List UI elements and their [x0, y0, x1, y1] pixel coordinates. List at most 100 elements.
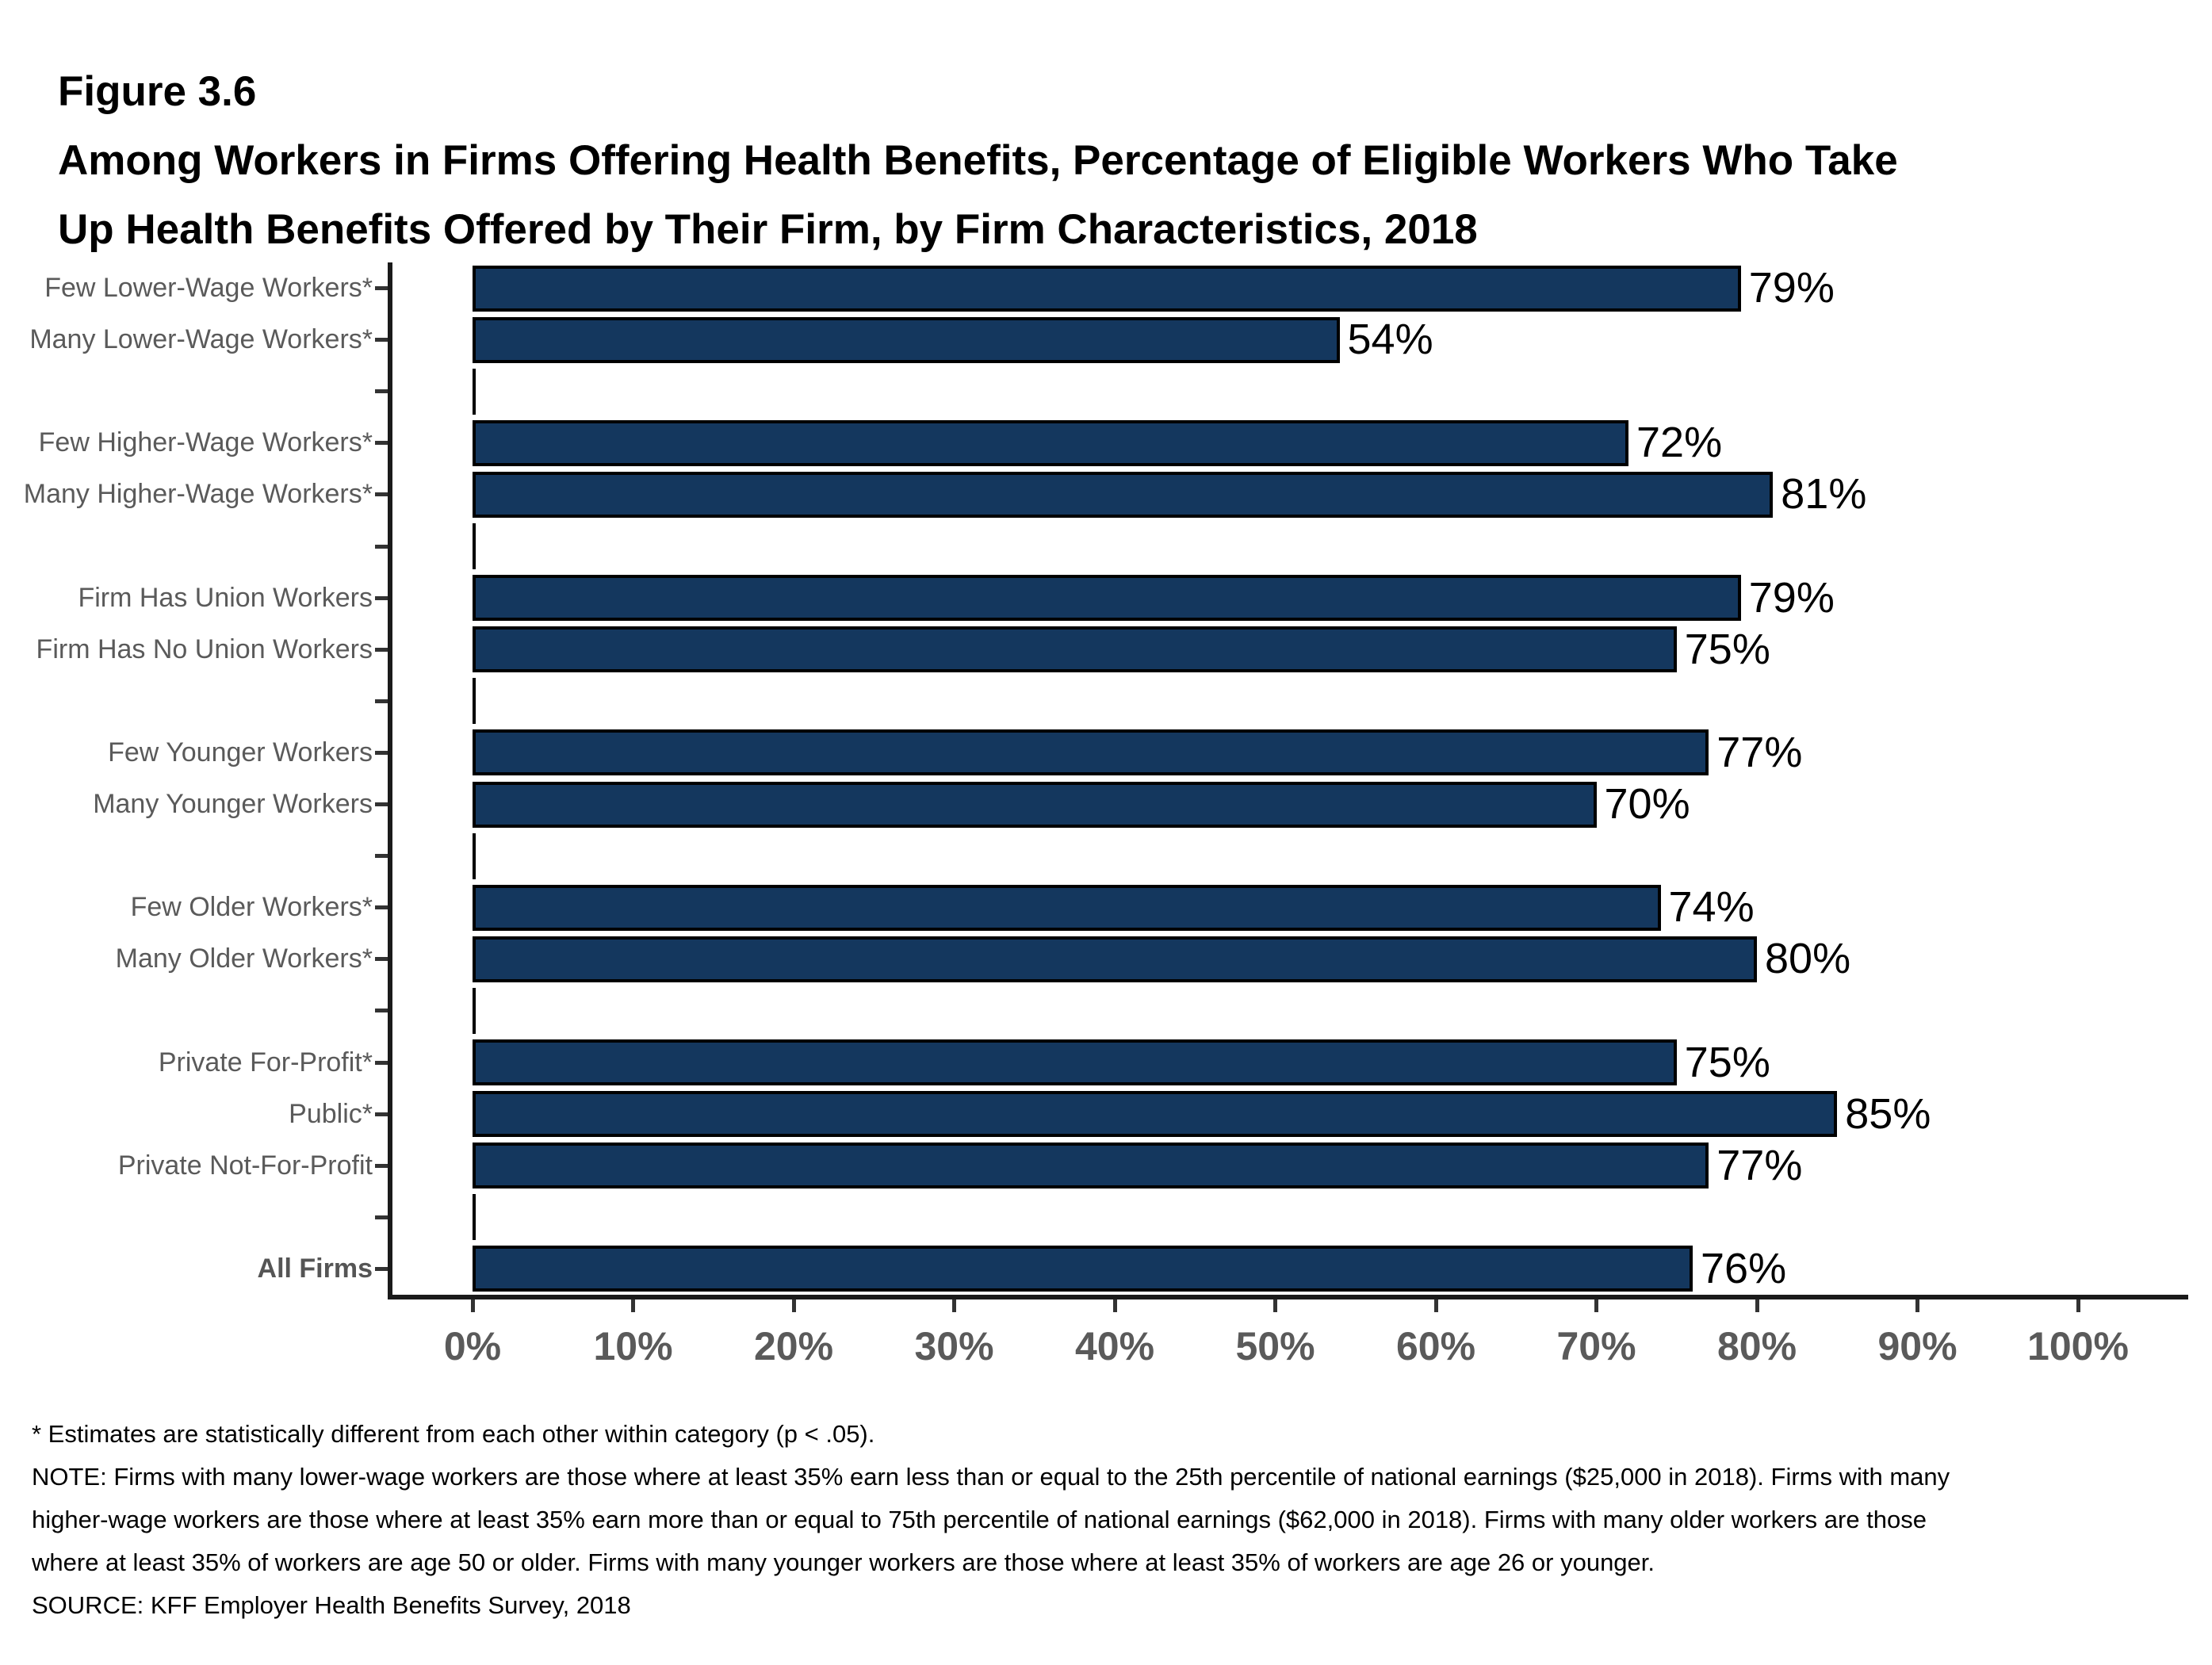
bar-value-label: 85%: [1845, 1089, 1931, 1138]
y-axis-tick: [375, 957, 388, 962]
x-axis-tick-label: 60%: [1395, 1324, 1476, 1368]
zero-baseline-stub: [473, 987, 476, 1034]
bar-value-label: 81%: [1781, 470, 1867, 519]
category-label: Firm Has Union Workers: [78, 582, 373, 613]
bar: [473, 575, 1741, 622]
y-axis-tick: [375, 544, 388, 549]
bar: [473, 781, 1597, 828]
x-axis-tick: [2076, 1299, 2080, 1312]
y-axis-tick: [375, 1163, 388, 1168]
x-axis-tick-label: 50%: [1235, 1324, 1315, 1368]
bar-value-label: 77%: [1716, 728, 1803, 776]
figure-number: Figure 3.6: [58, 68, 257, 115]
bar-value-label: 75%: [1684, 1038, 1770, 1086]
y-axis-tick: [375, 750, 388, 755]
bar: [473, 936, 1757, 982]
footnotes-block: * Estimates are statistically different …: [32, 1413, 1974, 1627]
y-axis-tick: [375, 1266, 388, 1271]
category-label: Few Higher-Wage Workers*: [38, 427, 373, 458]
x-axis-tick: [470, 1299, 475, 1312]
x-axis-tick: [1112, 1299, 1117, 1312]
y-axis-tick: [375, 338, 388, 343]
x-axis-tick-label: 10%: [593, 1324, 673, 1368]
x-axis-tick-label: 80%: [1716, 1324, 1797, 1368]
category-label: Many Lower-Wage Workers*: [29, 324, 373, 355]
y-axis-tick: [375, 1060, 388, 1065]
x-axis-tick-label: 20%: [753, 1324, 834, 1368]
y-axis-tick: [375, 389, 388, 394]
bar: [473, 265, 1741, 312]
y-axis-tick: [375, 595, 388, 600]
category-label: Few Lower-Wage Workers*: [44, 273, 373, 303]
footnote-significance: * Estimates are statistically different …: [32, 1420, 875, 1448]
category-label: Private For-Profit*: [158, 1047, 373, 1077]
figure-title-line1: Among Workers in Firms Offering Health B…: [58, 137, 1898, 184]
figure-title-line2: Up Health Benefits Offered by Their Firm…: [58, 206, 1478, 253]
bar: [473, 471, 1774, 518]
category-label: Firm Has No Union Workers: [36, 633, 373, 664]
x-axis-tick-label: 90%: [1877, 1324, 1958, 1368]
category-label: All Firms: [257, 1253, 373, 1284]
x-axis-line: [388, 1295, 2188, 1299]
y-axis-tick: [375, 1215, 388, 1219]
bar-value-label: 54%: [1347, 316, 1433, 364]
category-label: Many Older Workers*: [115, 944, 373, 974]
zero-baseline-stub: [473, 678, 476, 725]
y-axis-line: [388, 262, 392, 1299]
bar: [473, 1143, 1709, 1189]
x-axis-tick-label: 100%: [2027, 1324, 2129, 1368]
x-axis-tick: [1915, 1299, 1919, 1312]
zero-baseline-stub: [473, 523, 476, 570]
y-axis-tick: [375, 1112, 388, 1116]
footnote-source: SOURCE: KFF Employer Health Benefits Sur…: [32, 1591, 631, 1619]
x-axis-tick: [1273, 1299, 1277, 1312]
bar: [473, 626, 1677, 673]
y-axis-tick: [375, 854, 388, 859]
x-axis-tick-label: 30%: [914, 1324, 994, 1368]
x-axis-tick-label: 70%: [1556, 1324, 1636, 1368]
x-axis-tick: [952, 1299, 956, 1312]
bar: [473, 729, 1709, 776]
bar: [473, 884, 1661, 931]
zero-baseline-stub: [473, 832, 476, 879]
x-axis-tick: [631, 1299, 635, 1312]
x-axis-tick-label: 40%: [1074, 1324, 1155, 1368]
x-axis-tick-label: 0%: [443, 1324, 502, 1368]
bar-value-label: 76%: [1701, 1244, 1787, 1292]
y-axis-tick: [375, 647, 388, 652]
y-axis-tick: [375, 699, 388, 703]
bar-value-label: 75%: [1684, 625, 1770, 673]
bar: [473, 316, 1340, 363]
category-label: Public*: [289, 1098, 373, 1129]
y-axis-tick: [375, 905, 388, 910]
x-axis-tick: [1755, 1299, 1759, 1312]
category-label: Many Younger Workers: [93, 789, 373, 819]
category-label: Few Older Workers*: [130, 892, 373, 923]
y-axis-tick: [375, 1009, 388, 1013]
y-axis-tick: [375, 492, 388, 497]
category-label: Few Younger Workers: [108, 737, 373, 767]
bar-value-label: 72%: [1636, 419, 1723, 467]
y-axis-tick: [375, 441, 388, 446]
y-axis-tick: [375, 286, 388, 291]
footnote-note: NOTE: Firms with many lower-wage workers…: [32, 1463, 1950, 1576]
x-axis-tick: [1433, 1299, 1438, 1312]
category-label: Private Not-For-Profit: [117, 1150, 373, 1181]
bar: [473, 1246, 1693, 1292]
bar-value-label: 80%: [1765, 935, 1851, 983]
bar-value-label: 79%: [1748, 264, 1835, 312]
bar-value-label: 70%: [1604, 780, 1690, 828]
bar-value-label: 77%: [1716, 1141, 1803, 1189]
y-axis-tick: [375, 802, 388, 807]
x-axis-tick: [791, 1299, 796, 1312]
x-axis-tick: [1594, 1299, 1598, 1312]
bar-value-label: 74%: [1668, 883, 1755, 932]
bar: [473, 419, 1628, 466]
category-label: Many Higher-Wage Workers*: [23, 479, 373, 510]
bar: [473, 1091, 1838, 1138]
bar: [473, 1039, 1677, 1086]
bar-value-label: 79%: [1748, 573, 1835, 622]
zero-baseline-stub: [473, 368, 476, 415]
